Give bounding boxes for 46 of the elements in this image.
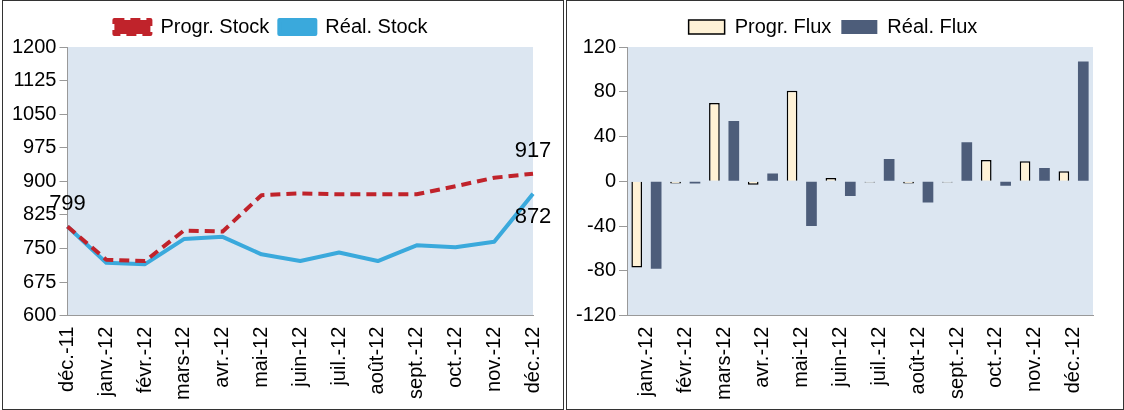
x-tick-label: déc.-11: [55, 326, 78, 392]
y-tick-label: 80: [593, 79, 617, 102]
data-label: 872: [514, 202, 552, 228]
y-tick-label: 900: [23, 168, 57, 191]
x-tick-label: juil.-12: [866, 326, 889, 387]
x-tick-label: nov.-12: [481, 326, 504, 392]
x-tick-label: août-12: [905, 326, 928, 395]
x-tick-label: juil.-12: [326, 326, 349, 387]
y-tick-label: -80: [587, 258, 617, 281]
x-tick-label: août-12: [365, 326, 388, 395]
y-tick-label: 40: [593, 124, 617, 147]
x-tick-label: févr.-12: [132, 326, 155, 394]
x-tick-label: mai-12: [248, 326, 271, 388]
x-tick-label: janv.-12: [93, 326, 116, 398]
y-tick-label: 1125: [13, 68, 57, 91]
y-tick-label: 975: [23, 135, 57, 158]
y-tick-label: 120: [582, 34, 617, 57]
legend-label: Réal. Stock: [325, 14, 429, 37]
x-tick-label: févr.-12: [672, 326, 695, 394]
legend-label: Progr. Flux: [734, 14, 832, 37]
x-tick-label: avr.-12: [210, 326, 233, 388]
x-tick-label: nov.-12: [1022, 326, 1045, 392]
y-tick-label: -120: [576, 303, 617, 326]
y-tick-label: 675: [23, 269, 57, 292]
y-tick-label: -40: [587, 213, 617, 236]
x-tick-label: oct.-12: [442, 326, 465, 388]
x-tick-label: mars-12: [171, 326, 194, 401]
x-tick-label: janv.-12: [633, 326, 656, 398]
y-tick-label: 0: [604, 168, 617, 191]
legend-label: Progr. Stock: [160, 14, 271, 37]
x-tick-label: oct.-12: [983, 326, 1006, 388]
data-label: 917: [514, 136, 552, 162]
x-tick-label: déc.-12: [1061, 326, 1084, 394]
y-tick-label: 750: [23, 236, 57, 258]
x-tick-label: sept.-12: [404, 326, 427, 399]
legend-label: Réal. Flux: [887, 14, 978, 37]
y-tick-label: 600: [23, 303, 57, 326]
y-tick-label: 1200: [11, 34, 57, 57]
x-tick-label: sept.-12: [944, 326, 967, 399]
x-tick-label: avr.-12: [750, 326, 773, 388]
x-tick-label: juin-12: [287, 326, 310, 388]
x-tick-label: déc.-12: [520, 326, 543, 394]
y-tick-label: 1050: [11, 101, 57, 124]
x-tick-label: juin-12: [828, 326, 851, 388]
x-tick-label: mars-12: [711, 326, 734, 401]
x-tick-label: mai-12: [789, 326, 812, 388]
